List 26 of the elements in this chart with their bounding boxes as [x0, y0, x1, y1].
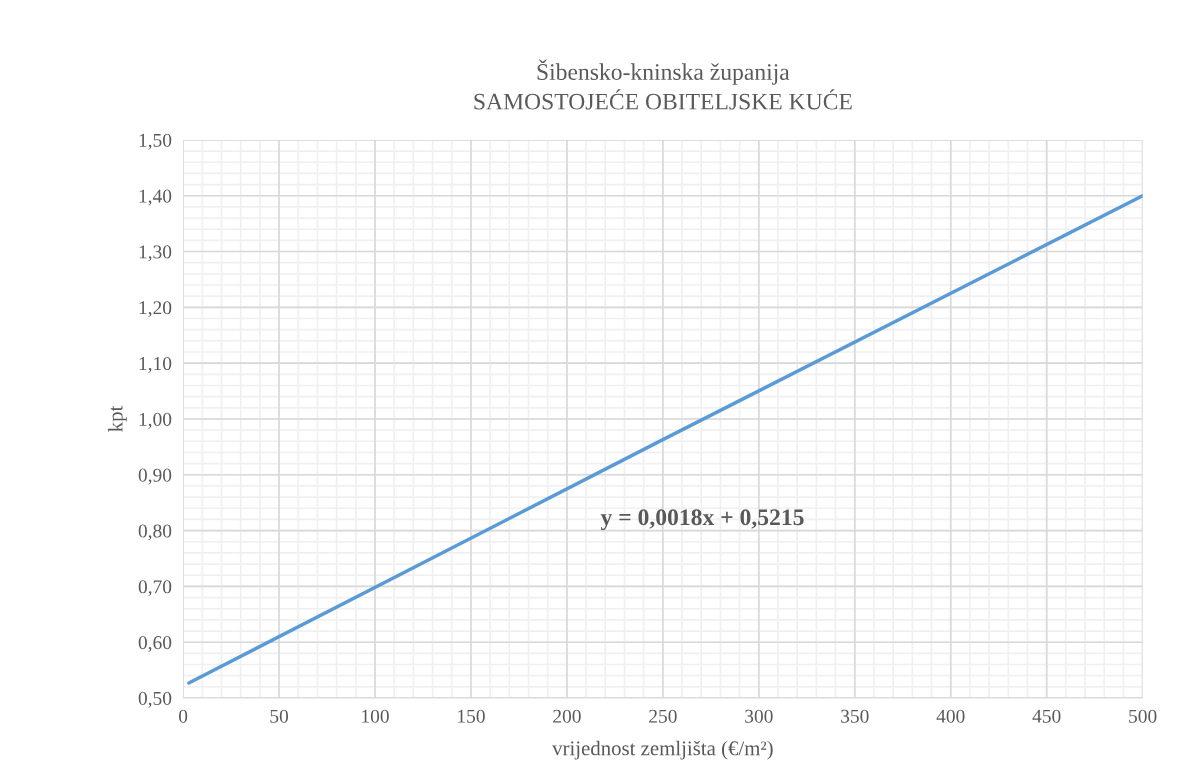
x-tick-label: 200 — [553, 709, 581, 723]
y-tick-label: 1,50 — [139, 133, 172, 150]
x-tick-label: 450 — [1032, 709, 1061, 723]
y-tick-label: 0,60 — [138, 636, 172, 652]
y-tick-label: 0,90 — [138, 468, 172, 485]
x-tick-label: 100 — [362, 709, 389, 723]
x-tick-label: 350 — [841, 709, 869, 723]
x-tick-label: 400 — [936, 709, 965, 723]
y-tick-label: 1,20 — [139, 301, 172, 318]
x-axis-title: vrijednost zemljišta (€/m²) — [552, 740, 773, 760]
annotation: y = 0,0018x + 0,5215 — [600, 509, 804, 531]
x-tick-label: 150 — [458, 709, 485, 723]
x-tick-label: 500 — [1129, 709, 1157, 723]
y-tick-label: 0,50 — [138, 691, 172, 708]
x-tick-label: 300 — [745, 709, 773, 723]
y-tick-label: 1,10 — [139, 356, 172, 373]
x-tick-label: 0 — [178, 709, 188, 723]
y-tick-label: 1,30 — [139, 245, 172, 262]
y-axis-title: kpt — [107, 405, 127, 432]
y-tick-label: 0,70 — [138, 580, 172, 597]
x-tick-label: 50 — [270, 709, 289, 723]
y-tick-label: 1,40 — [139, 189, 172, 206]
y-tick-label: 1,00 — [139, 412, 172, 429]
x-tick-label: 250 — [649, 709, 677, 723]
y-tick-label: 0,80 — [138, 524, 172, 541]
chart-title: Šibensko-kninska županija SAMOSTOJEĆE OBITELJSKE KUĆE — [474, 59, 852, 110]
